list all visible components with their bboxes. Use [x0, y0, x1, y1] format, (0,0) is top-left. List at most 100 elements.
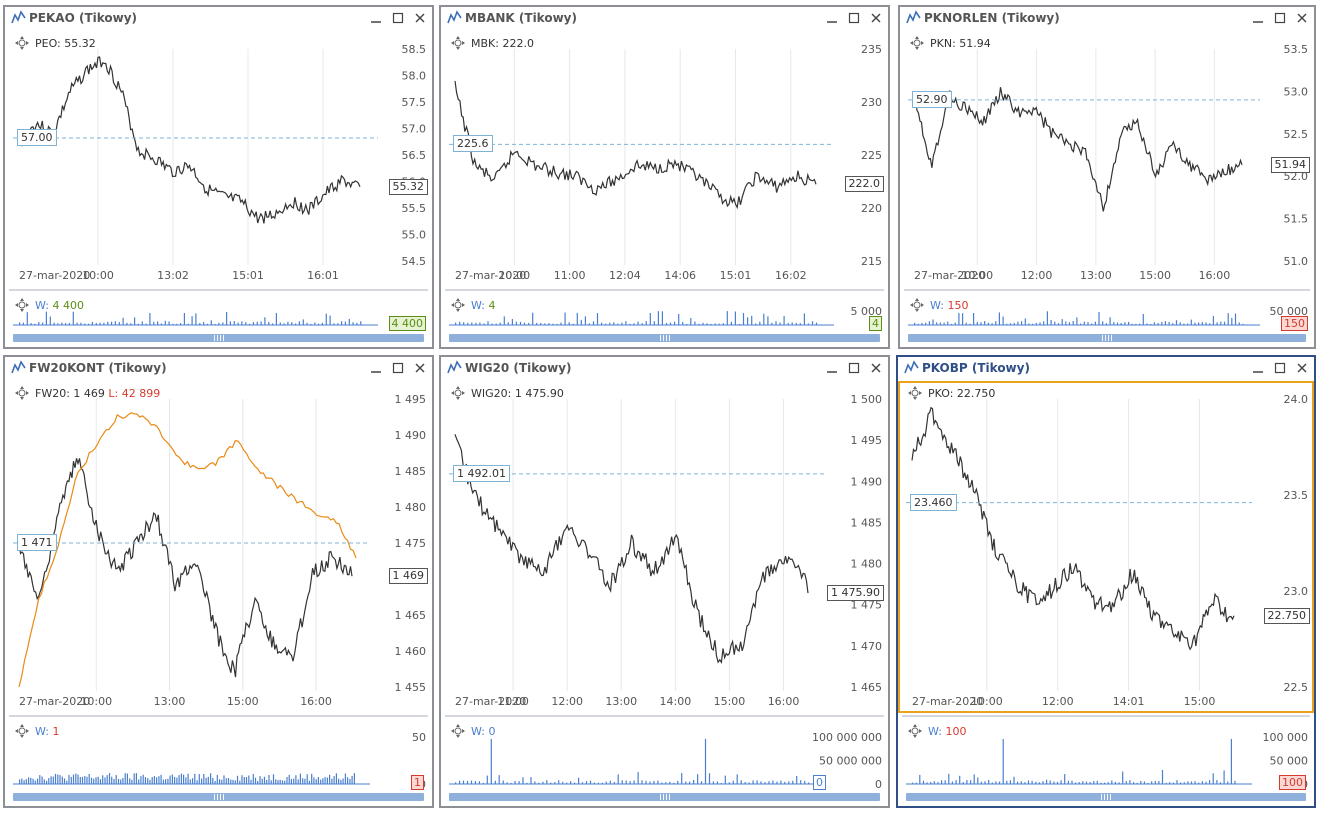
- minimize-icon[interactable]: [1250, 360, 1266, 376]
- price-chart[interactable]: 1 500 1 495 1 490 1 485 1 480 1 475 1 470 1 465…: [441, 381, 888, 713]
- volume-bar: [498, 775, 500, 784]
- window-titlebar[interactable]: PKOBP (Tikowy): [898, 357, 1314, 379]
- close-icon[interactable]: [868, 10, 884, 26]
- close-icon[interactable]: [1294, 10, 1310, 26]
- horizontal-scrollbar[interactable]: [449, 793, 880, 801]
- y-tick-label: 55.0: [402, 229, 427, 242]
- scroll-grip[interactable]: [1102, 335, 1112, 341]
- pane-separator[interactable]: [445, 715, 884, 717]
- volume-bar: [593, 782, 595, 784]
- volume-bar: [1113, 322, 1115, 325]
- maximize-icon[interactable]: [846, 10, 862, 26]
- chart-window-fw20kont[interactable]: FW20KONT (Tikowy) 1 495 1 490 1 485 1 480 1 …: [3, 355, 434, 808]
- move-icon[interactable]: [15, 386, 29, 400]
- close-icon[interactable]: [412, 360, 428, 376]
- pane-separator[interactable]: [445, 289, 884, 291]
- window-titlebar[interactable]: FW20KONT (Tikowy): [5, 357, 432, 379]
- scroll-grip[interactable]: [213, 335, 224, 341]
- price-chart-plot[interactable]: 53.5 53.0 52.5 52.0 51.5 51.0 27-mar-202010:00…: [900, 31, 1314, 287]
- window-titlebar[interactable]: PKNORLEN (Tikowy): [900, 7, 1314, 29]
- volume-bar: [669, 322, 672, 325]
- chart-window-pekao[interactable]: PEKAO (Tikowy) 58.558.057.557.056.556.05…: [3, 5, 434, 349]
- move-icon[interactable]: [451, 724, 465, 738]
- scroll-grip[interactable]: [1101, 794, 1111, 800]
- volume-bar: [254, 777, 257, 784]
- chart-window-wig20[interactable]: WIG20 (Tikowy) 1 500 1 495 1 490 1 485 1 480…: [439, 355, 890, 808]
- minimize-icon[interactable]: [368, 10, 384, 26]
- minimize-icon[interactable]: [824, 360, 840, 376]
- close-icon[interactable]: [412, 10, 428, 26]
- move-icon[interactable]: [908, 386, 922, 400]
- maximize-icon[interactable]: [1272, 10, 1288, 26]
- volume-bar: [470, 780, 473, 784]
- minimize-icon[interactable]: [1250, 10, 1266, 26]
- maximize-icon[interactable]: [390, 360, 406, 376]
- window-titlebar[interactable]: WIG20 (Tikowy): [441, 357, 888, 379]
- maximize-icon[interactable]: [390, 10, 406, 26]
- chart-icon: [447, 10, 462, 24]
- volume-plot[interactable]: [5, 293, 432, 331]
- volume-bar: [1212, 316, 1214, 325]
- window-titlebar[interactable]: PEKAO (Tikowy): [5, 7, 432, 29]
- move-icon[interactable]: [15, 724, 29, 738]
- horizontal-scrollbar[interactable]: [13, 793, 424, 801]
- scroll-grip[interactable]: [659, 335, 670, 341]
- volume-bar: [704, 739, 707, 784]
- pane-separator[interactable]: [904, 289, 1310, 291]
- horizontal-scrollbar[interactable]: [908, 334, 1306, 342]
- window-titlebar[interactable]: MBANK (Tikowy): [441, 7, 888, 29]
- scroll-grip[interactable]: [213, 794, 224, 800]
- move-icon[interactable]: [15, 36, 29, 50]
- chart-window-pknorlen[interactable]: PKNORLEN (Tikowy) 53.5 53.0 52.5 52.0 51.5 51…: [898, 5, 1316, 349]
- maximize-icon[interactable]: [1272, 360, 1288, 376]
- volume-bar: [570, 781, 572, 784]
- pane-separator[interactable]: [9, 715, 428, 717]
- scroll-grip[interactable]: [659, 794, 670, 800]
- maximize-icon[interactable]: [846, 360, 862, 376]
- move-icon[interactable]: [15, 298, 29, 312]
- move-icon[interactable]: [910, 36, 924, 50]
- volume-chart[interactable]: 500W: 11: [5, 719, 432, 790]
- volume-bar: [134, 317, 136, 325]
- chart-window-mbank[interactable]: MBANK (Tikowy) 235 230 225 220 215 27-mar-202…: [439, 5, 890, 349]
- move-icon[interactable]: [451, 298, 465, 312]
- volume-bar: [932, 319, 934, 325]
- pane-separator[interactable]: [902, 715, 1310, 717]
- price-chart-plot[interactable]: 1 500 1 495 1 490 1 485 1 480 1 475 1 470 1 465…: [441, 381, 888, 713]
- close-icon[interactable]: [868, 360, 884, 376]
- minimize-icon[interactable]: [368, 360, 384, 376]
- chart-window-pkobp[interactable]: PKOBP (Tikowy) 24.0 23.5 23.0 22.5 27-mar-20…: [896, 355, 1316, 808]
- volume-plot[interactable]: 500: [5, 719, 432, 790]
- horizontal-scrollbar[interactable]: [906, 793, 1306, 801]
- minimize-icon[interactable]: [824, 10, 840, 26]
- volume-bar: [1083, 321, 1085, 325]
- volume-chart[interactable]: W: 4 400 4 400: [5, 293, 432, 331]
- volume-plot[interactable]: 100 000 000 50 000 000 0: [441, 719, 888, 790]
- horizontal-scrollbar[interactable]: [449, 334, 880, 342]
- price-chart-plot[interactable]: 58.558.057.557.056.556.055.555.054.527-m…: [5, 31, 432, 287]
- price-chart[interactable]: 53.5 53.0 52.5 52.0 51.5 51.0 27-mar-2020 10:00…: [900, 31, 1314, 287]
- close-icon[interactable]: [1294, 360, 1310, 376]
- horizontal-scrollbar[interactable]: [13, 334, 424, 342]
- volume-bar: [1043, 321, 1045, 325]
- volume-bar: [239, 780, 241, 784]
- pane-separator[interactable]: [9, 289, 428, 291]
- x-tick-label: 12:00: [1042, 695, 1074, 708]
- move-icon[interactable]: [908, 724, 922, 738]
- price-chart[interactable]: 235 230 225 220 215 27-mar-2020 10:00 11:00 12:0…: [441, 31, 888, 287]
- price-chart[interactable]: 58.558.057.557.056.556.055.555.054.527-m…: [5, 31, 432, 287]
- move-icon[interactable]: [451, 36, 465, 50]
- move-icon[interactable]: [451, 386, 465, 400]
- price-chart[interactable]: 24.0 23.5 23.0 22.5 27-mar-2020 10:00 12:00 14:…: [898, 381, 1314, 713]
- move-icon[interactable]: [910, 298, 924, 312]
